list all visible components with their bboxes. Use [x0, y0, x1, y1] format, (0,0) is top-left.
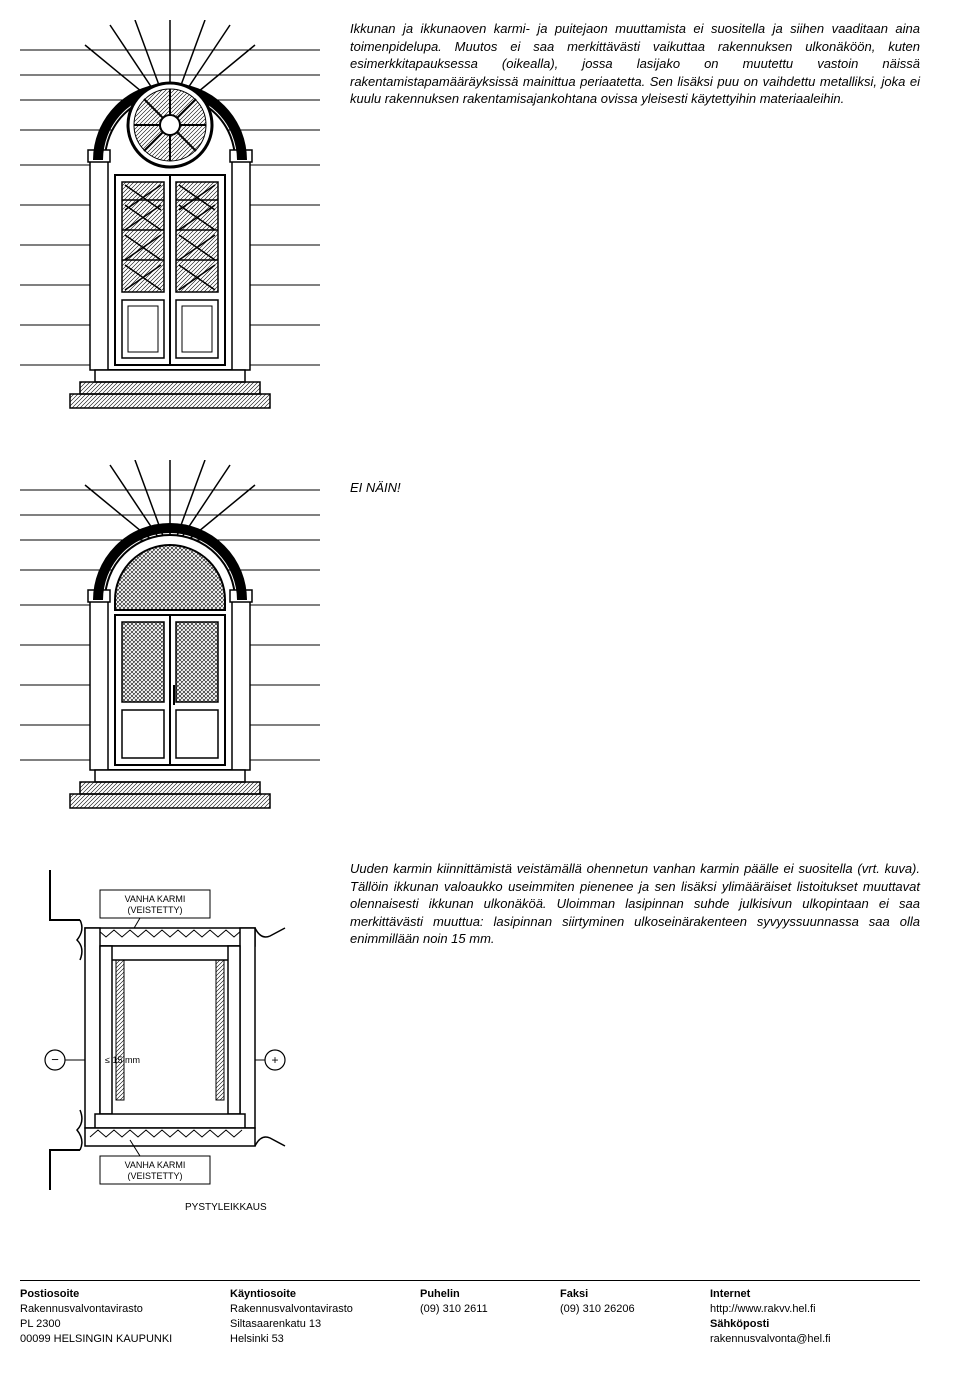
ei-nain-label: EI NÄIN! [350, 480, 920, 495]
section-illustration: VANHA KARMI (VEISTETTY) VAN [20, 860, 320, 1220]
veistetty-bottom: (VEISTETTY) [127, 1171, 182, 1181]
text-col-1: Ikkunan ja ikkunaoven karmi- ja puitejao… [350, 20, 920, 108]
illustration-1-wrap [20, 20, 320, 420]
illustration-2-wrap [20, 460, 320, 820]
footer-col-faksi: Faksi (09) 310 26206 [560, 1287, 680, 1346]
footer-5-l3: rakennusvalvonta@hel.fi [710, 1332, 890, 1347]
footer-2-l1: Rakennusvalvontavirasto [230, 1302, 390, 1317]
footer-divider [20, 1280, 920, 1281]
plain-door-illustration [20, 460, 320, 820]
footer-col-puhelin: Puhelin (09) 310 2611 [420, 1287, 530, 1346]
footer-4-l1: (09) 310 26206 [560, 1302, 680, 1317]
footer-3-l1: (09) 310 2611 [420, 1302, 530, 1317]
footer-1-l2: PL 2300 [20, 1317, 200, 1332]
footer-col-kayntiosoite: Käyntiosoite Rakennusvalvontavirasto Sil… [230, 1287, 390, 1346]
footer-2-l3: Helsinki 53 [230, 1332, 390, 1347]
footer-5-l1: http://www.rakvv.hel.fi [710, 1302, 890, 1317]
footer-1-l1: Rakennusvalvontavirasto [20, 1302, 200, 1317]
plus-symbol: + [271, 1053, 278, 1067]
footer-head-1: Postiosoite [20, 1287, 200, 1302]
pystyleikkaus-label: PYSTYLEIKKAUS [185, 1202, 267, 1213]
row-3: VANHA KARMI (VEISTETTY) VAN [20, 860, 920, 1220]
footer-5-l2: Sähköposti [710, 1317, 890, 1332]
measurement-15mm: ≤ 15 mm [105, 1055, 140, 1065]
text-col-2: EI NÄIN! [350, 460, 920, 495]
footer-col-postiosoite: Postiosoite Rakennusvalvontavirasto PL 2… [20, 1287, 200, 1346]
row-2: EI NÄIN! [20, 460, 920, 820]
ornate-door-illustration [20, 20, 320, 420]
row-1: Ikkunan ja ikkunaoven karmi- ja puitejao… [20, 20, 920, 420]
footer-head-4: Faksi [560, 1287, 680, 1302]
paragraph-1: Ikkunan ja ikkunaoven karmi- ja puitejao… [350, 20, 920, 108]
veistetty-top-1: (VEISTETTY) [127, 905, 182, 915]
text-col-3: Uuden karmin kiinnittämistä veistämällä … [350, 860, 920, 948]
paragraph-2: Uuden karmin kiinnittämistä veistämällä … [350, 860, 920, 948]
vanha-karmi-top-1: VANHA KARMI [125, 894, 186, 904]
vanha-karmi-bottom: VANHA KARMI [125, 1160, 186, 1170]
minus-symbol: − [51, 1052, 59, 1067]
footer: Postiosoite Rakennusvalvontavirasto PL 2… [20, 1287, 920, 1346]
footer-head-2: Käyntiosoite [230, 1287, 390, 1302]
footer-1-l3: 00099 HELSINGIN KAUPUNKI [20, 1332, 200, 1347]
footer-head-3: Puhelin [420, 1287, 530, 1302]
footer-2-l2: Siltasaarenkatu 13 [230, 1317, 390, 1332]
footer-col-internet: Internet http://www.rakvv.hel.fi Sähköpo… [710, 1287, 890, 1346]
illustration-3-wrap: VANHA KARMI (VEISTETTY) VAN [20, 860, 320, 1220]
footer-head-5: Internet [710, 1287, 890, 1302]
